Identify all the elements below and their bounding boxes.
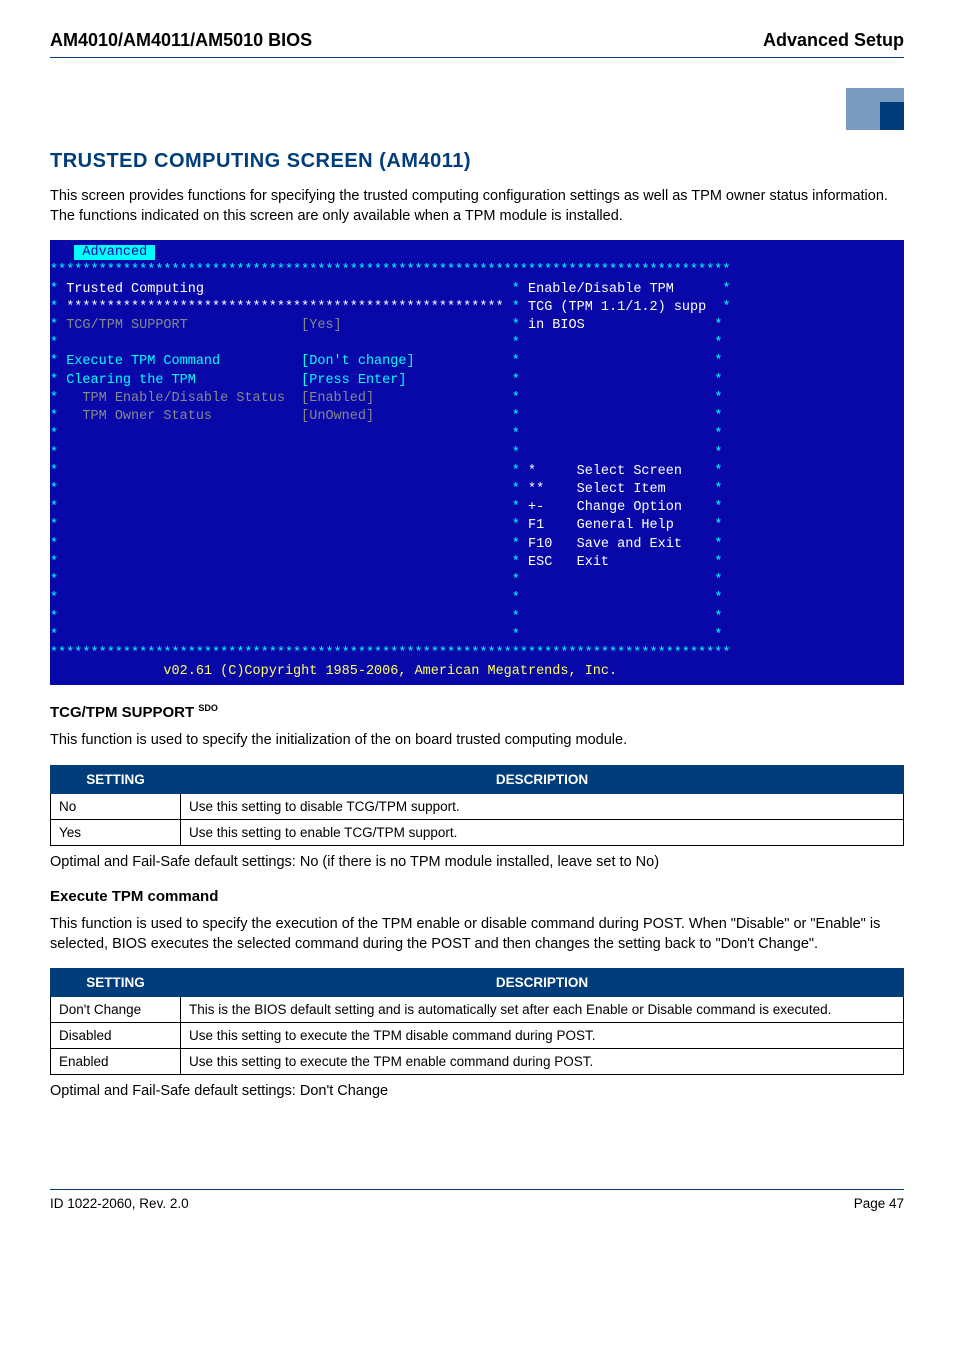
section-title: TRUSTED COMPUTING SCREEN (AM4011) [50,150,904,173]
tcg-col-desc: DESCRIPTION [181,765,904,793]
exec-table: SETTING DESCRIPTION Don't ChangeThis is … [50,968,904,1075]
exec-heading: Execute TPM command [50,888,904,905]
footer-right: Page 47 [854,1196,904,1211]
exec-col-desc: DESCRIPTION [181,969,904,997]
description-cell: Use this setting to enable TCG/TPM suppo… [181,819,904,845]
setting-cell: Yes [51,819,181,845]
setting-cell: Don't Change [51,997,181,1023]
bios-screenshot: Advanced *******************************… [50,240,904,685]
table-row: YesUse this setting to enable TCG/TPM su… [51,819,904,845]
setting-cell: Enabled [51,1049,181,1075]
corner-logo [50,88,904,130]
tcg-desc: This function is used to specify the ini… [50,731,904,751]
tcg-heading-text: TCG/TPM SUPPORT [50,704,194,721]
description-cell: This is the BIOS default setting and is … [181,997,904,1023]
tcg-defaults: Optimal and Fail-Safe default settings: … [50,854,904,870]
header-title-left: AM4010/AM4011/AM5010 BIOS [50,30,312,51]
page-header: AM4010/AM4011/AM5010 BIOS Advanced Setup [50,30,904,58]
header-title-right: Advanced Setup [763,30,904,51]
table-row: EnabledUse this setting to execute the T… [51,1049,904,1075]
tcg-table: SETTING DESCRIPTION NoUse this setting t… [50,765,904,846]
exec-desc: This function is used to specify the exe… [50,915,904,954]
footer-left: ID 1022-2060, Rev. 2.0 [50,1196,189,1211]
corner-logo-icon [846,88,904,130]
table-row: DisabledUse this setting to execute the … [51,1023,904,1049]
description-cell: Use this setting to disable TCG/TPM supp… [181,793,904,819]
exec-defaults: Optimal and Fail-Safe default settings: … [50,1083,904,1099]
setting-cell: Disabled [51,1023,181,1049]
exec-col-setting: SETTING [51,969,181,997]
table-row: Don't ChangeThis is the BIOS default set… [51,997,904,1023]
description-cell: Use this setting to execute the TPM enab… [181,1049,904,1075]
section-intro: This screen provides functions for speci… [50,187,904,226]
page-footer: ID 1022-2060, Rev. 2.0 Page 47 [50,1189,904,1211]
setting-cell: No [51,793,181,819]
table-row: NoUse this setting to disable TCG/TPM su… [51,793,904,819]
tcg-heading: TCG/TPM SUPPORT SDO [50,703,904,721]
description-cell: Use this setting to execute the TPM disa… [181,1023,904,1049]
tcg-col-setting: SETTING [51,765,181,793]
tcg-heading-sup: SDO [198,703,218,713]
